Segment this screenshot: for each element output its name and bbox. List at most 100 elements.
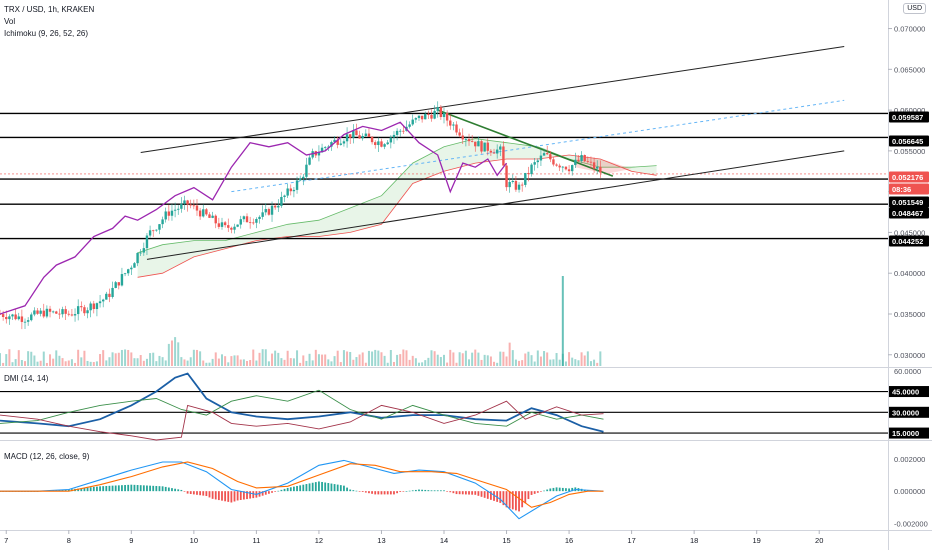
volume-bar (427, 357, 430, 366)
volume-bar (342, 350, 345, 366)
volume-bar (117, 352, 120, 366)
macd-histogram-bar (102, 486, 105, 492)
candle-body (252, 222, 255, 224)
dmi-level-tag-label: 15.0000 (892, 429, 919, 438)
volume-bar (249, 360, 252, 366)
volume-bar (336, 350, 339, 366)
macd-histogram-bar (543, 490, 545, 492)
macd-histogram-bar (333, 484, 336, 492)
macd-histogram-bar (249, 491, 252, 499)
macd-histogram-bar (80, 488, 83, 492)
y-tick-label: 0.045000 (894, 228, 925, 237)
candle-body (67, 313, 70, 315)
candle-body (223, 222, 227, 226)
volume-bar (277, 352, 280, 366)
volume-bar (574, 359, 577, 366)
candle-body (70, 314, 74, 316)
volume-bar (61, 358, 64, 366)
macd-histogram-bar (346, 487, 348, 492)
volume-bar (183, 359, 186, 366)
x-tick-label: 11 (252, 536, 260, 545)
candle-body (348, 134, 352, 138)
candle-body (564, 166, 568, 170)
volume-bar (252, 349, 255, 366)
x-tick-label: 13 (377, 536, 385, 545)
macd-histogram-bar (458, 491, 461, 495)
dmi-level-tag (889, 427, 929, 439)
x-tick-label: 16 (565, 536, 573, 545)
candle-body (286, 188, 289, 196)
volume-bar (499, 351, 502, 366)
macd-histogram-bar (92, 486, 95, 492)
candle-body (367, 133, 371, 137)
volume-bar (358, 354, 361, 366)
macd-histogram-bar (427, 490, 430, 492)
macd-histogram-bar (171, 488, 173, 492)
ichimoku-legend: Ichimoku (9, 26, 52, 26) (4, 29, 89, 38)
candle-body (214, 215, 217, 224)
candle-body (558, 165, 561, 168)
macd-histogram-bar (311, 482, 314, 492)
currency-button[interactable]: USD (903, 3, 926, 14)
candle-body (111, 287, 114, 297)
macd-histogram-bar (493, 491, 495, 501)
volume-bar (464, 350, 467, 366)
macd-histogram-bar (439, 490, 442, 492)
candle-body (411, 119, 414, 125)
volume-bar (439, 357, 442, 366)
candle-body (577, 159, 580, 162)
macd-histogram-bar (211, 491, 214, 499)
volume-bar (136, 358, 139, 366)
x-tick-label: 18 (690, 536, 698, 545)
volume-bar (449, 349, 452, 366)
macd-histogram-bar (418, 489, 420, 492)
volume-bar (52, 358, 55, 366)
volume-bar (227, 362, 230, 366)
candle-body (495, 149, 499, 154)
candle-body (489, 150, 493, 153)
macd-histogram-bar (496, 491, 499, 502)
candle-body (442, 113, 446, 118)
volume-bar (536, 350, 539, 366)
volume-bar (489, 356, 492, 366)
volume-bar (483, 354, 486, 366)
macd-histogram-bar (293, 486, 295, 492)
x-tick-label: 9 (129, 536, 133, 545)
macd-histogram-bar (405, 491, 408, 492)
candle-body (142, 248, 146, 253)
volume-bar (70, 359, 73, 366)
volume-bar (383, 355, 386, 366)
candle-body (167, 211, 171, 216)
volume-bar (593, 359, 596, 366)
macd-histogram-bar (446, 491, 449, 492)
volume-bar (14, 359, 17, 366)
macd-histogram-bar (452, 491, 455, 494)
volume-bar (221, 354, 223, 366)
volume-bar (155, 361, 158, 366)
macd-histogram-bar (230, 491, 233, 503)
volume-bar (361, 352, 364, 366)
volume-bar (443, 354, 445, 366)
price-tag-box (889, 171, 929, 183)
candle-body (30, 314, 33, 321)
volume-bar (36, 361, 39, 366)
macd-histogram-bar (361, 491, 364, 492)
volume-bar (5, 354, 8, 366)
macd-histogram-bar (199, 491, 202, 496)
macd-histogram-bar (468, 491, 470, 495)
candle-body (48, 308, 52, 312)
macd-histogram-bar (58, 490, 61, 492)
volume-bar (518, 360, 521, 366)
trend-line (146, 150, 845, 260)
volume-bar (411, 355, 414, 366)
volume-bar (552, 359, 555, 366)
dmi-level-tag-label: 30.0000 (892, 408, 919, 417)
candle-body (542, 153, 546, 156)
macd-histogram-bar (314, 482, 317, 492)
candle-body (211, 215, 214, 218)
volume-bar (174, 337, 177, 366)
volume-bar (30, 351, 33, 366)
macd-histogram-bar (486, 491, 489, 499)
macd-histogram-bar (540, 491, 542, 492)
